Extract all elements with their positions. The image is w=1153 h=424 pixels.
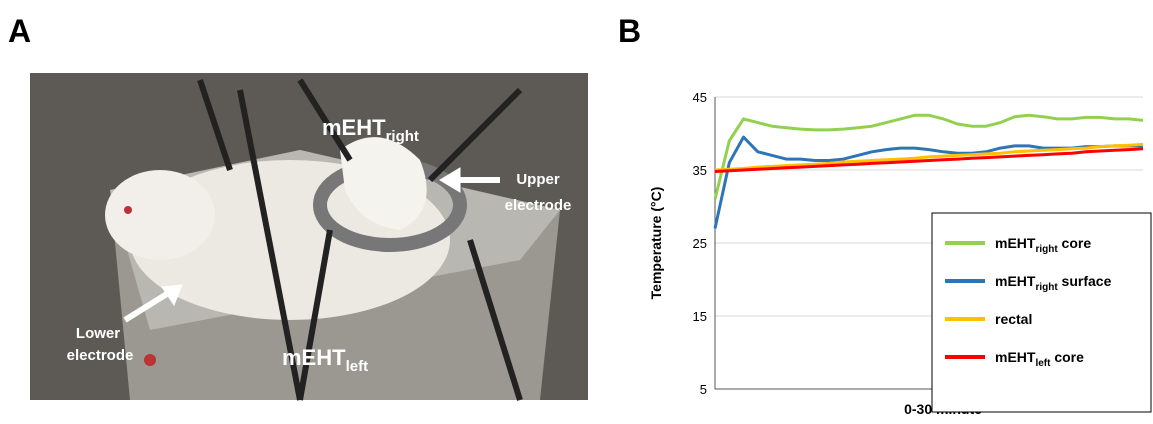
rat-eye [124, 206, 132, 214]
y-tick-label: 25 [693, 236, 707, 251]
photo-label: Upper [516, 171, 560, 188]
label-main: mEHT [322, 115, 386, 140]
legend-label-part: right [1035, 244, 1058, 255]
y-axis-title: Temperature (°C) [648, 187, 664, 300]
legend-label-part: right [1035, 282, 1058, 293]
legend-label-part: rectal [995, 311, 1032, 327]
series-line [715, 149, 1143, 172]
panel-label: A [8, 13, 31, 49]
photo: mEHTright mEHTleft Upper electrode Lower… [30, 73, 588, 400]
connector [144, 354, 156, 366]
legend-label-part: mEHT [995, 349, 1036, 365]
y-tick-label: 35 [693, 163, 707, 178]
legend-label-part: mEHT [995, 235, 1036, 251]
legend-label-part: core [1050, 349, 1084, 365]
legend-label-part: left [1035, 358, 1051, 369]
rat-head [105, 170, 215, 260]
legend-label-part: mEHT [995, 273, 1036, 289]
y-tick-label: 5 [700, 382, 707, 397]
photo-label: electrode [67, 347, 134, 364]
photo-label: Lower [76, 325, 120, 342]
label-main: mEHT [282, 345, 346, 370]
legend-label-part: surface [1058, 273, 1112, 289]
y-tick-label: 15 [693, 309, 707, 324]
figure: A B mEHTright mEHTleft Upper electrode L… [0, 0, 1153, 419]
label-subscript: right [386, 128, 419, 145]
panel-label: B [618, 13, 641, 49]
legend-label-part: core [1058, 235, 1092, 251]
label-subscript: left [346, 358, 369, 375]
photo-label: electrode [505, 197, 572, 214]
y-tick-label: 45 [693, 90, 707, 105]
legend-label: rectal [995, 311, 1032, 327]
